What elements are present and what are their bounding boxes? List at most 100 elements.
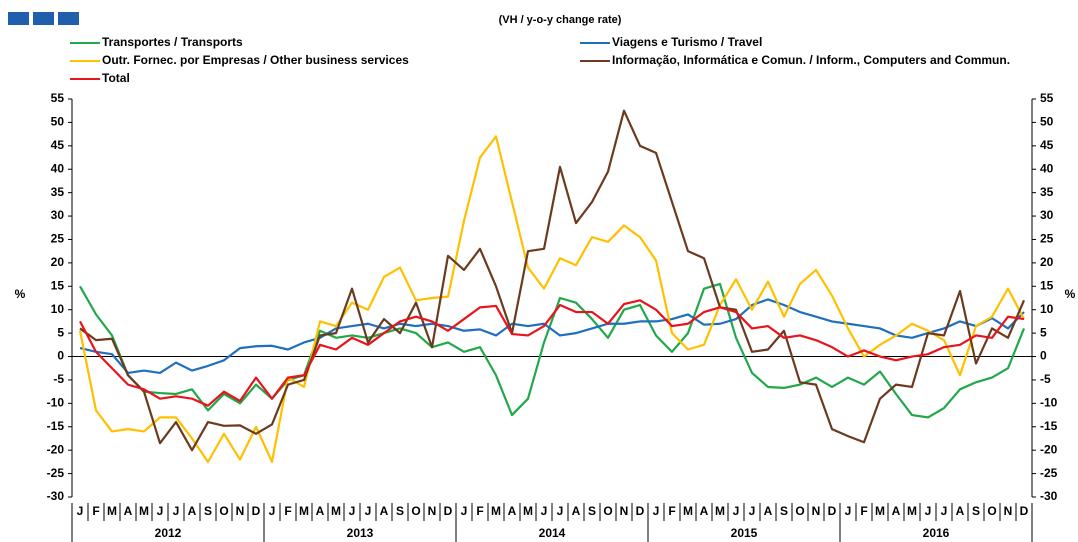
x-tick-label: N (428, 504, 437, 518)
legend-label: Viagens e Turismo / Travel (612, 35, 762, 49)
x-tick-label: A (508, 504, 517, 518)
x-tick-label: J (925, 504, 932, 518)
y-tick-label: -15 (47, 419, 65, 433)
year-label: 2014 (539, 526, 566, 540)
year-label: 2016 (923, 526, 950, 540)
x-tick-label: A (764, 504, 773, 518)
x-tick-label: A (956, 504, 965, 518)
x-tick-label: M (523, 504, 533, 518)
x-tick-label: N (812, 504, 821, 518)
x-tick-label: M (139, 504, 149, 518)
y2-tick-label: -10 (1040, 396, 1058, 410)
y-tick-label: 45 (51, 138, 65, 152)
year-label: 2015 (731, 526, 758, 540)
x-tick-label: F (476, 504, 483, 518)
x-tick-label: F (284, 504, 291, 518)
x-tick-label: O (603, 504, 612, 518)
series-line (79, 282, 1026, 419)
series-line (79, 298, 1025, 375)
logo-block (58, 12, 79, 25)
series-line (79, 109, 1026, 452)
y-tick-label: -20 (47, 442, 65, 456)
x-tick-label: S (396, 504, 404, 518)
x-tick-label: J (845, 504, 852, 518)
x-tick-label: D (828, 504, 837, 518)
y-tick-label: 50 (51, 115, 65, 129)
chart-subtitle: (VH / y-o-y change rate) (499, 14, 622, 26)
y-tick-label: 30 (51, 208, 65, 222)
y2-tick-label: 15 (1040, 278, 1054, 292)
x-tick-label: S (588, 504, 596, 518)
y2-tick-label: 5 (1040, 325, 1047, 339)
y2-tick-label: 55 (1040, 91, 1054, 105)
x-tick-label: A (700, 504, 709, 518)
y2-tick-label: -30 (1040, 489, 1058, 503)
x-tick-label: S (204, 504, 212, 518)
x-tick-label: J (461, 504, 468, 518)
x-tick-label: M (491, 504, 501, 518)
x-tick-label: A (188, 504, 197, 518)
x-tick-label: J (557, 504, 564, 518)
y2-tick-label: 30 (1040, 208, 1054, 222)
y-tick-label: -30 (47, 489, 65, 503)
y-tick-label: 35 (51, 185, 65, 199)
x-tick-label: F (668, 504, 675, 518)
legend-label: Informação, Informática e Comun. / Infor… (612, 53, 1010, 67)
x-tick-label: S (780, 504, 788, 518)
legend-label: Total (102, 71, 130, 85)
x-tick-label: J (749, 504, 756, 518)
x-tick-label: D (636, 504, 645, 518)
x-tick-label: A (380, 504, 389, 518)
y2-tick-label: -15 (1040, 419, 1058, 433)
x-tick-label: J (269, 504, 276, 518)
y-tick-label: 55 (51, 91, 65, 105)
legend-label: Transportes / Transports (102, 35, 243, 49)
x-tick-label: M (299, 504, 309, 518)
y-tick-label: -10 (47, 396, 65, 410)
y2-tick-label: -20 (1040, 442, 1058, 456)
y-tick-label: 15 (51, 278, 65, 292)
year-label: 2012 (155, 526, 182, 540)
y2-tick-label: 10 (1040, 302, 1054, 316)
y-axis-label: % (15, 287, 26, 301)
y2-tick-label: -5 (1040, 372, 1051, 386)
y-tick-label: -25 (47, 466, 65, 480)
y-tick-label: 20 (51, 255, 65, 269)
y2-tick-label: 50 (1040, 115, 1054, 129)
x-tick-label: J (173, 504, 180, 518)
x-tick-label: M (907, 504, 917, 518)
y-tick-label: 0 (57, 349, 64, 363)
x-tick-label: J (77, 504, 84, 518)
x-tick-label: O (219, 504, 228, 518)
x-tick-label: O (795, 504, 804, 518)
x-tick-label: J (157, 504, 164, 518)
x-tick-label: J (653, 504, 660, 518)
x-tick-label: A (892, 504, 901, 518)
y-tick-label: 40 (51, 161, 65, 175)
x-tick-label: J (349, 504, 356, 518)
x-tick-label: F (860, 504, 867, 518)
x-tick-label: F (92, 504, 99, 518)
x-tick-label: D (1020, 504, 1029, 518)
x-tick-label: M (683, 504, 693, 518)
x-tick-label: J (365, 504, 372, 518)
x-tick-label: M (107, 504, 117, 518)
x-tick-label: A (124, 504, 133, 518)
y2-tick-label: 35 (1040, 185, 1054, 199)
x-tick-label: N (1004, 504, 1013, 518)
y2-axis-label: % (1065, 287, 1076, 301)
y2-tick-label: 45 (1040, 138, 1054, 152)
x-tick-label: N (236, 504, 245, 518)
y2-tick-label: 20 (1040, 255, 1054, 269)
y-tick-label: 25 (51, 232, 65, 246)
x-tick-label: J (733, 504, 740, 518)
y-tick-label: 10 (51, 302, 65, 316)
y-tick-label: 5 (57, 325, 64, 339)
x-tick-label: N (620, 504, 629, 518)
x-tick-label: O (411, 504, 420, 518)
x-tick-label: M (331, 504, 341, 518)
x-tick-label: A (316, 504, 325, 518)
y2-tick-label: 0 (1040, 349, 1047, 363)
year-label: 2013 (347, 526, 374, 540)
